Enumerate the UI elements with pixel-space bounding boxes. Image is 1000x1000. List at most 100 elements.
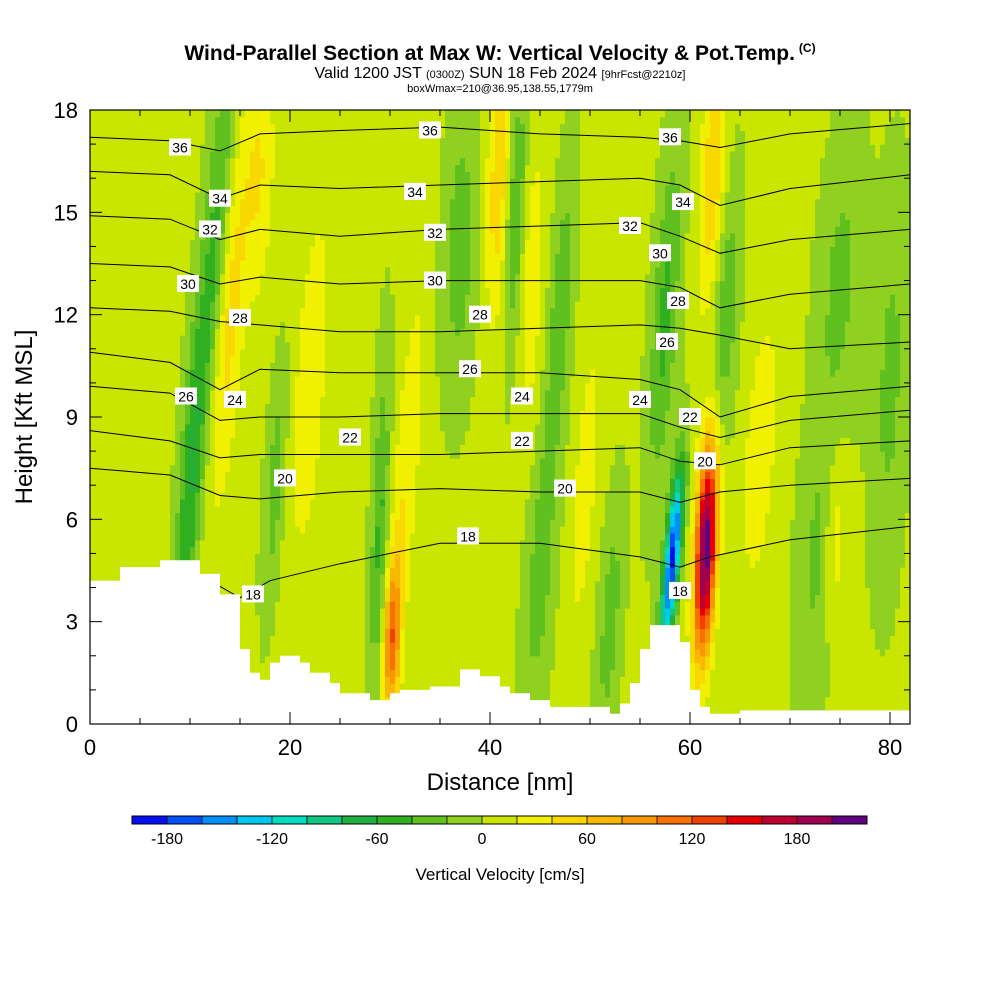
velocity-cell xyxy=(150,130,156,138)
velocity-cell xyxy=(120,348,126,357)
velocity-cell xyxy=(325,546,331,555)
velocity-cell xyxy=(255,239,261,248)
velocity-cell xyxy=(170,246,176,254)
velocity-cell xyxy=(155,212,161,220)
velocity-cell xyxy=(300,260,306,268)
velocity-cell xyxy=(135,485,141,493)
velocity-cell xyxy=(105,430,111,439)
velocity-cell xyxy=(175,185,181,193)
velocity-cell xyxy=(350,273,356,282)
velocity-cell xyxy=(190,519,196,527)
velocity-cell xyxy=(115,328,121,336)
velocity-cell xyxy=(330,232,336,241)
velocity-cell xyxy=(110,457,116,466)
velocity-cell xyxy=(170,369,176,377)
velocity-cell xyxy=(245,239,251,248)
velocity-cell xyxy=(295,225,301,234)
velocity-cell xyxy=(195,205,201,213)
velocity-cell xyxy=(190,369,196,377)
velocity-cell xyxy=(260,301,266,309)
velocity-cell xyxy=(250,567,256,575)
velocity-cell xyxy=(245,567,251,575)
velocity-cell xyxy=(150,150,156,159)
velocity-cell xyxy=(100,232,106,241)
velocity-cell xyxy=(120,287,126,295)
velocity-cell xyxy=(265,478,271,486)
velocity-cell xyxy=(110,178,116,186)
velocity-cell xyxy=(315,464,321,473)
velocity-cell xyxy=(260,437,266,445)
velocity-cell xyxy=(330,225,336,234)
velocity-cell xyxy=(220,185,226,193)
velocity-cell xyxy=(220,137,226,145)
velocity-cell xyxy=(120,294,126,302)
velocity-cell xyxy=(315,485,321,493)
velocity-cell xyxy=(220,232,226,241)
velocity-cell xyxy=(130,335,136,343)
velocity-cell xyxy=(355,212,361,220)
velocity-cell xyxy=(245,614,251,623)
velocity-cell xyxy=(220,171,226,179)
velocity-cell xyxy=(165,301,171,309)
velocity-cell xyxy=(285,614,291,623)
velocity-cell xyxy=(285,335,291,343)
velocity-cell xyxy=(225,287,231,295)
velocity-cell xyxy=(175,451,181,459)
velocity-cell xyxy=(265,314,271,323)
velocity-cell xyxy=(230,219,236,227)
velocity-cell xyxy=(300,389,306,398)
velocity-cell xyxy=(170,376,176,384)
velocity-cell xyxy=(285,123,291,132)
velocity-cell xyxy=(195,130,201,138)
velocity-cell xyxy=(270,239,276,248)
velocity-cell xyxy=(330,430,336,439)
velocity-cell xyxy=(315,601,321,609)
velocity-cell xyxy=(290,110,296,118)
velocity-cell xyxy=(260,178,266,186)
velocity-cell xyxy=(225,328,231,336)
velocity-cell xyxy=(140,321,146,329)
velocity-cell xyxy=(155,539,161,548)
velocity-cell xyxy=(120,191,126,200)
velocity-cell xyxy=(125,430,131,439)
velocity-cell xyxy=(340,683,346,691)
velocity-cell xyxy=(335,328,341,336)
velocity-cell xyxy=(240,485,246,493)
velocity-cell xyxy=(270,232,276,241)
velocity-cell xyxy=(185,198,191,207)
velocity-cell xyxy=(195,457,201,466)
velocity-cell xyxy=(335,376,341,384)
velocity-cell xyxy=(350,608,356,616)
velocity-cell xyxy=(195,430,201,439)
velocity-cell xyxy=(310,642,316,650)
velocity-cell xyxy=(225,164,231,172)
velocity-cell xyxy=(260,157,266,166)
velocity-cell xyxy=(120,198,126,207)
velocity-cell xyxy=(90,137,96,145)
velocity-cell xyxy=(310,498,316,507)
velocity-cell xyxy=(350,560,356,568)
velocity-cell xyxy=(110,512,116,520)
velocity-cell xyxy=(245,485,251,493)
velocity-cell xyxy=(195,239,201,248)
velocity-cell xyxy=(245,232,251,241)
velocity-cell xyxy=(305,191,311,200)
velocity-cell xyxy=(290,191,296,200)
velocity-cell xyxy=(305,280,311,288)
velocity-cell xyxy=(110,110,116,118)
velocity-cell xyxy=(150,369,156,377)
velocity-cell xyxy=(225,423,231,432)
velocity-cell xyxy=(100,116,106,125)
velocity-cell xyxy=(325,437,331,445)
velocity-cell xyxy=(325,301,331,309)
velocity-cell xyxy=(160,403,166,411)
velocity-cell xyxy=(190,512,196,520)
velocity-cell xyxy=(150,457,156,466)
velocity-cell xyxy=(325,123,331,132)
velocity-cell xyxy=(100,171,106,179)
velocity-cell xyxy=(170,116,176,125)
velocity-cell xyxy=(290,321,296,329)
velocity-cell xyxy=(110,144,116,152)
velocity-cell xyxy=(130,225,136,234)
velocity-cell xyxy=(95,239,101,248)
